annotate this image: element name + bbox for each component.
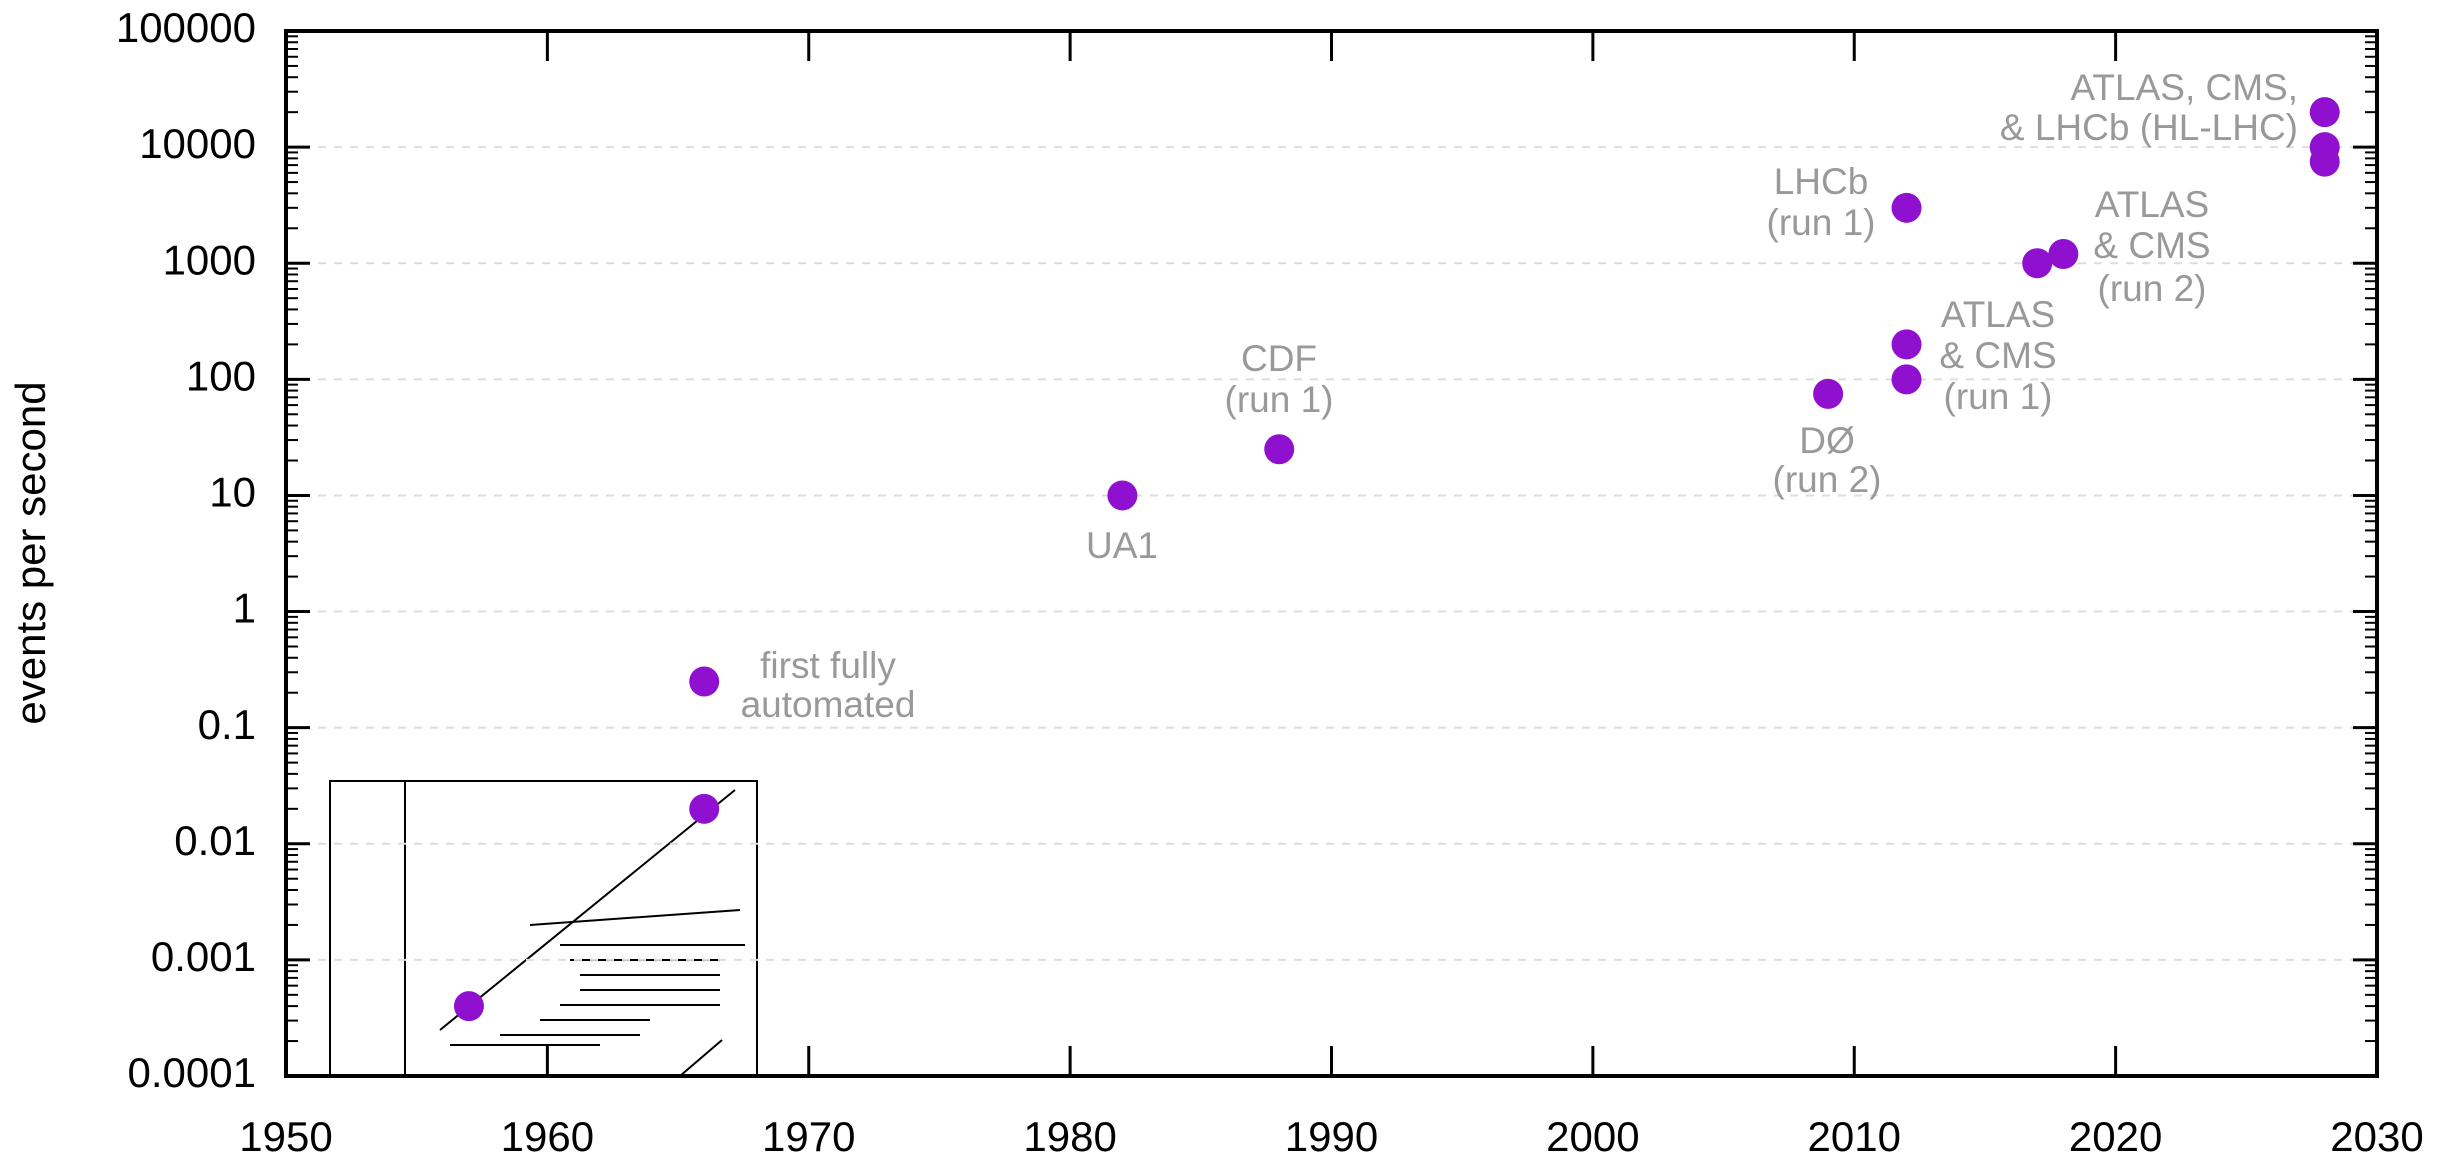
- point: [2310, 97, 2340, 127]
- point: [1892, 329, 1922, 359]
- x-tick-label: 1990: [1285, 1113, 1378, 1160]
- x-tick-label: 2030: [2330, 1113, 2423, 1160]
- point: [1813, 379, 1843, 409]
- y-tick-label: 10: [209, 469, 256, 516]
- annotation: & CMS: [2093, 225, 2210, 266]
- annotation: & LHCb (HL-LHC): [2000, 107, 2298, 148]
- point: [2310, 147, 2340, 177]
- y-tick-label: 100000: [116, 4, 256, 51]
- y-tick-label: 0.0001: [128, 1049, 256, 1096]
- y-axis-label: events per second: [7, 381, 54, 724]
- x-tick-label: 1970: [762, 1113, 855, 1160]
- annotation: (run 1): [1767, 202, 1876, 243]
- annotation: ATLAS, CMS,: [2070, 67, 2298, 108]
- point: [689, 666, 719, 696]
- y-tick-label: 1: [233, 585, 256, 632]
- point: [454, 991, 484, 1021]
- annotation: ATLAS: [1941, 294, 2055, 335]
- x-tick-label: 2020: [2069, 1113, 2162, 1160]
- x-tick-label: 1960: [501, 1113, 594, 1160]
- annotation: UA1: [1086, 525, 1158, 566]
- annotation: LHCb: [1774, 161, 1869, 202]
- annotation: automated: [741, 684, 916, 725]
- x-tick-label: 2000: [1546, 1113, 1639, 1160]
- point: [2022, 248, 2052, 278]
- annotation: (run 2): [1773, 459, 1882, 500]
- x-tick-label: 2010: [1808, 1113, 1901, 1160]
- x-tick-label: 1980: [1023, 1113, 1116, 1160]
- y-tick-label: 10000: [139, 120, 256, 167]
- x-tick-label: 1950: [239, 1113, 332, 1160]
- annotation: (run 2): [2098, 268, 2207, 309]
- point: [1264, 434, 1294, 464]
- annotation: (run 1): [1225, 379, 1334, 420]
- y-tick-label: 1000: [163, 236, 256, 283]
- annotation: CDF: [1241, 338, 1317, 379]
- annotation: first fully: [760, 645, 896, 686]
- annotation: ATLAS: [2095, 184, 2209, 225]
- y-tick-label: 0.1: [198, 701, 256, 748]
- y-tick-label: 0.001: [151, 933, 256, 980]
- point: [1892, 364, 1922, 394]
- chart: events per second 0.0001 0.001 0.01 0.1 1 10 1…: [0, 0, 2451, 1169]
- y-tick-label: 100: [186, 352, 256, 399]
- annotation: DØ: [1799, 420, 1855, 461]
- point: [2048, 239, 2078, 269]
- annotation: (run 1): [1944, 376, 2053, 417]
- y-tick-label: 0.01: [174, 817, 256, 864]
- point: [689, 794, 719, 824]
- point: [1892, 193, 1922, 223]
- annotation: & CMS: [1939, 335, 2056, 376]
- point: [1107, 480, 1137, 510]
- inset-scan: [330, 781, 757, 1076]
